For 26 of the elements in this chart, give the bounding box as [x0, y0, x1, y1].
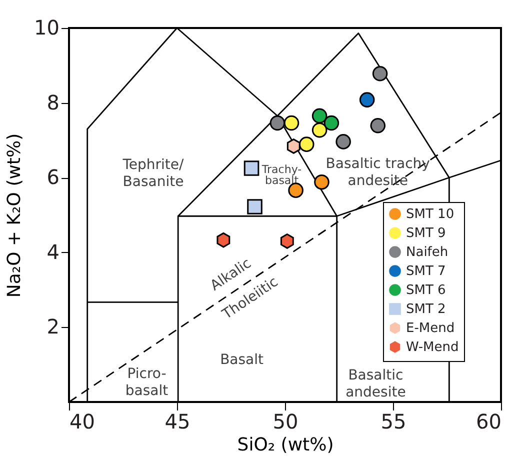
y-tick-label: 10	[34, 16, 60, 40]
y-tick-label: 8	[46, 90, 60, 114]
x-tick-label: 40	[70, 410, 95, 434]
y-tick-label: 6	[46, 165, 60, 190]
legend-label: W-Mend	[406, 340, 459, 355]
annotation: Picro- basalt	[125, 366, 169, 399]
x-tick-label: 50	[272, 410, 298, 434]
annotation: Tephrite/ Basanite	[122, 156, 184, 190]
legend-label: Naifeh	[406, 245, 448, 260]
legend-label: SMT 6	[406, 283, 446, 298]
legend-label: SMT 7	[406, 264, 446, 279]
annotation: Basaltic andesite	[346, 367, 406, 400]
legend-label: SMT 10	[406, 207, 454, 222]
annotation: Basalt	[220, 352, 264, 368]
y-tick-label: 2	[46, 314, 60, 339]
x-tick-label: 55	[380, 410, 406, 434]
x-tick-label: 45	[164, 410, 190, 434]
annotation: Basaltic trachy andesite	[326, 156, 430, 190]
annotation: Trachy- basalt	[260, 163, 302, 188]
x-axis-title: SiO₂ (wt%)	[237, 434, 334, 456]
y-axis-title: Na₂O + K₂O (wt%)	[4, 133, 26, 298]
x-tick-label: 60	[476, 410, 502, 434]
y-tick-label: 4	[46, 240, 60, 264]
legend-label: SMT 9	[406, 226, 446, 241]
legend-label: E-Mend	[406, 321, 455, 336]
legend-label: SMT 2	[406, 302, 446, 317]
